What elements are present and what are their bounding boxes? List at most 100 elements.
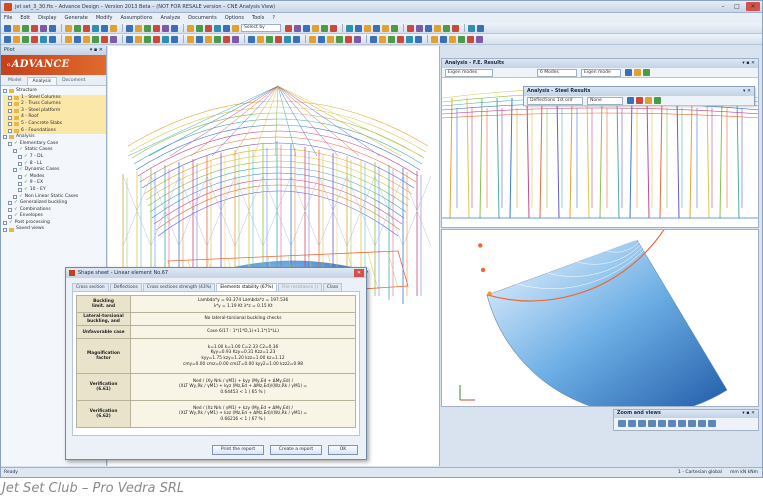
toolbar-tool-icon[interactable] xyxy=(153,24,160,32)
chart-icon[interactable] xyxy=(627,97,634,104)
toolbar-tool-icon[interactable] xyxy=(312,24,319,32)
toolbar-tool-icon[interactable] xyxy=(205,35,212,43)
dialog-tab[interactable]: Deflections xyxy=(109,283,142,291)
tree-item[interactable]: 3 - Steel platform xyxy=(3,107,106,115)
expand-toggle[interactable] xyxy=(18,155,22,160)
toolbar-tool-icon[interactable] xyxy=(382,24,389,32)
expand-toggle[interactable] xyxy=(8,95,12,100)
refresh-icon[interactable] xyxy=(625,69,632,76)
toolbar-tool-icon[interactable] xyxy=(92,35,99,43)
display-icon[interactable] xyxy=(643,69,650,76)
toolbar-tool-icon[interactable] xyxy=(110,35,117,43)
menu-modify[interactable]: Modify xyxy=(95,15,113,21)
tab-analysis[interactable]: Analysis xyxy=(26,77,58,85)
toolbar-tool-icon[interactable] xyxy=(196,35,203,43)
tree-item[interactable]: Analysis xyxy=(3,134,106,141)
ok-button[interactable]: OK xyxy=(328,445,358,455)
dialog-tab[interactable]: Fire resistance () xyxy=(278,283,322,291)
expand-toggle[interactable] xyxy=(3,89,7,94)
toolbar-tool-icon[interactable] xyxy=(83,35,90,43)
legend-icon[interactable] xyxy=(645,97,652,104)
expand-toggle[interactable] xyxy=(3,227,7,232)
toolbar-tool-icon[interactable] xyxy=(187,35,194,43)
expand-toggle[interactable] xyxy=(8,214,12,219)
expand-toggle[interactable] xyxy=(8,102,12,107)
toolbar-tool-icon[interactable] xyxy=(467,35,474,43)
toolbar-tool-icon[interactable] xyxy=(13,35,20,43)
toolbar-tool-icon[interactable] xyxy=(110,24,117,32)
tree-item[interactable]: ✓ Post processing xyxy=(3,220,106,227)
view-side-icon[interactable] xyxy=(698,420,706,427)
toolbar-tool-icon[interactable] xyxy=(415,35,422,43)
toolbar-tool-icon[interactable] xyxy=(74,24,81,32)
zoom-in-icon[interactable] xyxy=(618,420,626,427)
expand-toggle[interactable] xyxy=(8,109,12,114)
toolbar-tool-icon[interactable] xyxy=(373,24,380,32)
toolbar-tool-icon[interactable] xyxy=(468,24,475,32)
expand-toggle[interactable] xyxy=(13,168,17,173)
expand-toggle[interactable] xyxy=(8,115,12,120)
toolbar-tool-icon[interactable] xyxy=(397,35,404,43)
eigen-modes-combo[interactable]: Eigen modes xyxy=(445,68,493,77)
zoom-views-controls[interactable]: ▾ ▪ ✕ xyxy=(742,411,755,416)
tree-item[interactable]: ✓ 7 - DL xyxy=(3,154,106,161)
export-icon[interactable] xyxy=(654,97,661,104)
toolbar-tool-icon[interactable] xyxy=(232,24,239,32)
tree-item[interactable]: ✓ Dynamic Cases xyxy=(3,167,106,174)
menu-edit[interactable]: Edit xyxy=(20,15,31,21)
toolbar-tool-icon[interactable] xyxy=(4,35,11,43)
toolbar-tool-icon[interactable] xyxy=(196,24,203,32)
pilot-controls[interactable]: ▾ ▪ ✕ xyxy=(89,47,103,53)
menu-options[interactable]: Options xyxy=(224,15,244,21)
view-top-icon[interactable] xyxy=(678,420,686,427)
toolbar-tool-icon[interactable] xyxy=(22,24,29,32)
expand-toggle[interactable] xyxy=(18,175,22,180)
close-button[interactable]: ✕ xyxy=(746,2,760,11)
tree-item[interactable]: ✓ Envelopes xyxy=(3,213,106,220)
dome-plan-view[interactable] xyxy=(441,229,759,407)
toolbar-tool-icon[interactable] xyxy=(407,24,414,32)
toolbar-tool-icon[interactable] xyxy=(49,24,56,32)
maximize-button[interactable]: □ xyxy=(734,3,740,10)
dialog-tab[interactable]: Cross sections strength (43%) xyxy=(142,283,216,291)
toolbar-tool-icon[interactable] xyxy=(476,35,483,43)
menu-help[interactable]: ? xyxy=(272,15,275,21)
menu-display[interactable]: Display xyxy=(38,15,57,21)
toolbar-tool-icon[interactable] xyxy=(346,24,353,32)
toolbar-tool-icon[interactable] xyxy=(144,24,151,32)
toolbar-tool-icon[interactable] xyxy=(327,35,334,43)
dome-mesh-plan[interactable] xyxy=(442,230,759,407)
expand-toggle[interactable] xyxy=(13,194,17,199)
steel-results-controls[interactable]: ▾ ✕ xyxy=(743,89,751,94)
toolbar-tool-icon[interactable] xyxy=(354,35,361,43)
tree-item[interactable]: Saved views xyxy=(3,226,106,233)
toolbar-tool-icon[interactable] xyxy=(275,35,282,43)
toolbar-tool-icon[interactable] xyxy=(345,35,352,43)
tree-item[interactable]: ✓ Static Cases xyxy=(3,147,106,154)
toolbar-tool-icon[interactable] xyxy=(232,35,239,43)
eigen-mode-combo[interactable]: Eigen mode xyxy=(581,68,621,77)
tree-item[interactable]: 1 - Steel Columns xyxy=(3,94,106,102)
tree-item[interactable]: ✓ Combinations xyxy=(3,207,106,214)
toolbar-tool-icon[interactable] xyxy=(309,35,316,43)
rotate-icon[interactable] xyxy=(668,420,676,427)
toolbar-tool-icon[interactable] xyxy=(303,24,310,32)
menu-tools[interactable]: Tools xyxy=(251,15,265,21)
toolbar-tool-icon[interactable] xyxy=(65,24,72,32)
menu-analyze[interactable]: Analyze xyxy=(160,15,181,21)
dialog-tab[interactable]: Elements stability (67%) xyxy=(216,283,278,291)
menu-documents[interactable]: Documents xyxy=(188,15,217,21)
toolbar-tool-icon[interactable] xyxy=(22,35,29,43)
toolbar-tool-icon[interactable] xyxy=(171,35,178,43)
toolbar-tool-icon[interactable] xyxy=(126,24,133,32)
toolbar-tool-icon[interactable] xyxy=(431,35,438,43)
toolbar-tool-icon[interactable] xyxy=(294,24,301,32)
toolbar-tool-icon[interactable] xyxy=(187,24,194,32)
dialog-tab[interactable]: Class xyxy=(322,283,343,291)
toolbar-tool-icon[interactable] xyxy=(425,24,432,32)
minimize-button[interactable]: – xyxy=(721,3,725,10)
expand-toggle[interactable] xyxy=(18,188,22,193)
toolbar-tool-icon[interactable] xyxy=(330,24,337,32)
toolbar-tool-icon[interactable] xyxy=(171,24,178,32)
toolbar-tool-icon[interactable] xyxy=(440,35,447,43)
